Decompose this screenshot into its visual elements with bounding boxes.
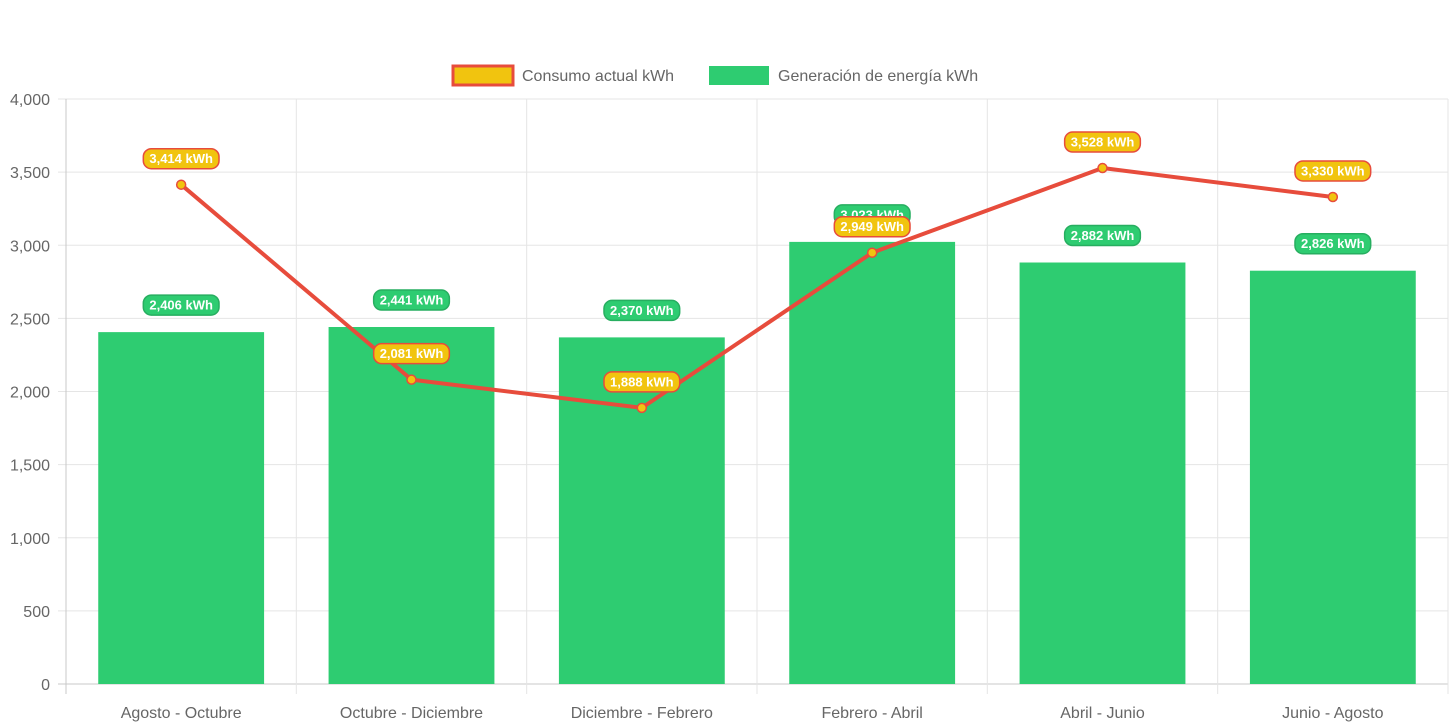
line-point <box>1097 162 1108 174</box>
y-tick-label: 0 <box>41 677 50 694</box>
line-point <box>1327 191 1339 203</box>
legend-label-consumo: Consumo actual kWh <box>522 68 674 85</box>
x-tick-label: Octubre - Diciembre <box>340 705 483 722</box>
line-path <box>179 166 1334 410</box>
bar-data-label-text: 2,441 kWh <box>380 293 444 308</box>
x-tick-label: Agosto - Octubre <box>121 705 242 722</box>
line-data-label-text: 1,888 kWh <box>610 374 674 389</box>
line-data-label-bg <box>1063 131 1142 153</box>
line-series-consumo <box>175 162 1339 414</box>
y-tick-label: 4,000 <box>10 92 50 109</box>
bar <box>1019 262 1186 684</box>
bar <box>558 337 725 684</box>
x-tick-label: Febrero - Abril <box>821 705 922 722</box>
bar-data-label: 2,826 kWh <box>1294 232 1372 255</box>
line-data-label: 3,414 kWh <box>142 147 220 170</box>
line-data-label: 1,888 kWh <box>603 371 681 393</box>
line-data-label: 2,949 kWh <box>833 215 911 238</box>
bar-data-label: 2,441 kWh <box>372 289 451 311</box>
line-data-label-bg <box>142 147 220 170</box>
x-tick-label: Abril - Junio <box>1060 705 1145 722</box>
bar-data-label-text: 2,882 kWh <box>1071 228 1135 243</box>
bar-data-label-text: 2,826 kWh <box>1301 236 1365 251</box>
legend-item-consumo[interactable]: Consumo actual kWh <box>451 64 674 87</box>
line-data-label: 2,081 kWh <box>372 342 451 365</box>
line-data-label-bg <box>1294 160 1372 182</box>
line-data-label-bg <box>603 371 681 393</box>
bar-data-label-text: 2,406 kWh <box>149 298 213 313</box>
line-data-label-text: 3,528 kWh <box>1071 135 1135 150</box>
y-tick-label: 500 <box>23 604 50 621</box>
legend-label-generacion: Generación de energía kWh <box>778 68 978 85</box>
bar <box>789 241 956 685</box>
line-data-label-text: 3,330 kWh <box>1301 163 1365 178</box>
y-axis: 0 500 1,000 1,500 2,000 2,500 3,000 3,500 4,000 <box>10 92 50 694</box>
line-point <box>175 179 187 190</box>
bar-data-label-text: 2,370 kWh <box>610 303 674 318</box>
y-tick-label: 3,000 <box>10 238 50 255</box>
line-data-label: 3,330 kWh <box>1294 160 1372 182</box>
y-tick-label: 2,500 <box>10 311 50 328</box>
bar <box>98 332 265 684</box>
bar-data-label-bg <box>1294 232 1372 255</box>
x-axis: Agosto - Octubre Octubre - Diciembre Dicie… <box>121 705 1384 722</box>
line-data-labels: 3,414 kWh 2,081 kWh 1,888 kWh 2,949 kWh 3,52… <box>142 131 1372 393</box>
line-data-label-bg <box>372 342 451 365</box>
legend-item-generacion[interactable]: Generación de energía kWh <box>709 66 978 85</box>
line-data-label-text: 2,949 kWh <box>840 219 904 234</box>
legend-swatch-generacion <box>709 66 769 85</box>
line-point <box>636 402 648 414</box>
legend-swatch-consumo <box>451 64 515 87</box>
bar-data-label-bg <box>372 289 451 311</box>
bar-data-label: 2,406 kWh <box>142 294 220 316</box>
bar-series-generacion <box>98 241 1416 685</box>
line-point <box>866 247 878 258</box>
line-point <box>406 374 417 385</box>
x-tick-label: Junio - Agosto <box>1282 705 1384 722</box>
x-tick-label: Diciembre - Febrero <box>571 705 713 722</box>
y-tick-label: 2,000 <box>10 385 50 402</box>
line-data-label: 3,528 kWh <box>1063 131 1142 153</box>
y-tick-label: 1,500 <box>10 458 50 475</box>
y-tick-label: 3,500 <box>10 165 50 182</box>
y-tick-label: 1,000 <box>10 531 50 548</box>
bar-data-label: 2,370 kWh <box>603 299 681 322</box>
grid-lines <box>58 98 1449 694</box>
line-data-label-text: 3,414 kWh <box>149 151 213 166</box>
line-data-label-bg <box>833 215 911 238</box>
bar <box>1249 270 1416 684</box>
bar-data-label: 2,882 kWh <box>1063 224 1142 247</box>
line-data-label-text: 2,081 kWh <box>380 346 444 361</box>
bar-data-label-bg <box>1063 224 1142 247</box>
bar-data-label-bg <box>603 299 681 322</box>
chart-legend[interactable]: Consumo actual kWh Generación de energía… <box>451 64 978 87</box>
bar-data-label-bg <box>142 294 220 316</box>
